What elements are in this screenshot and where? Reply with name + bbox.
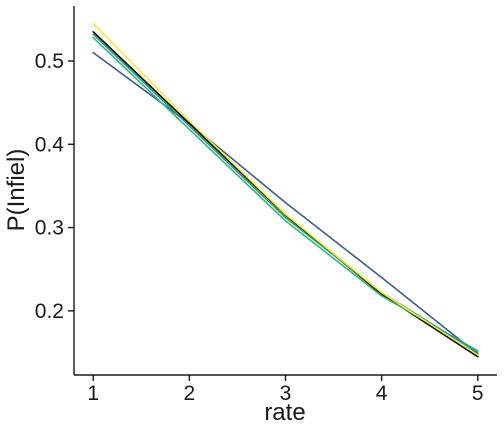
x-tick-label-2: 2 bbox=[184, 382, 196, 405]
x-tick-label-4: 4 bbox=[376, 382, 388, 405]
x-tick-label-5: 5 bbox=[472, 382, 484, 405]
y-axis-title: P(Infiel) bbox=[3, 149, 30, 232]
y-tick-label-4: 0.5 bbox=[35, 50, 64, 73]
x-tick-label-3: 3 bbox=[280, 382, 292, 405]
x-axis-title: rate bbox=[264, 399, 305, 426]
x-tick-label-1: 1 bbox=[87, 382, 99, 405]
y-tick-label-1: 0.2 bbox=[35, 300, 64, 323]
ticks-layer: 1 2 3 4 5 0.2 0.3 0.4 0.5 bbox=[35, 50, 484, 405]
series-layer bbox=[92, 22, 479, 358]
series-line-1 bbox=[92, 51, 479, 355]
y-tick-label-3: 0.4 bbox=[35, 133, 65, 156]
series-line-5 bbox=[92, 22, 479, 356]
series-line-3 bbox=[92, 36, 479, 352]
y-tick-label-2: 0.3 bbox=[35, 217, 64, 240]
